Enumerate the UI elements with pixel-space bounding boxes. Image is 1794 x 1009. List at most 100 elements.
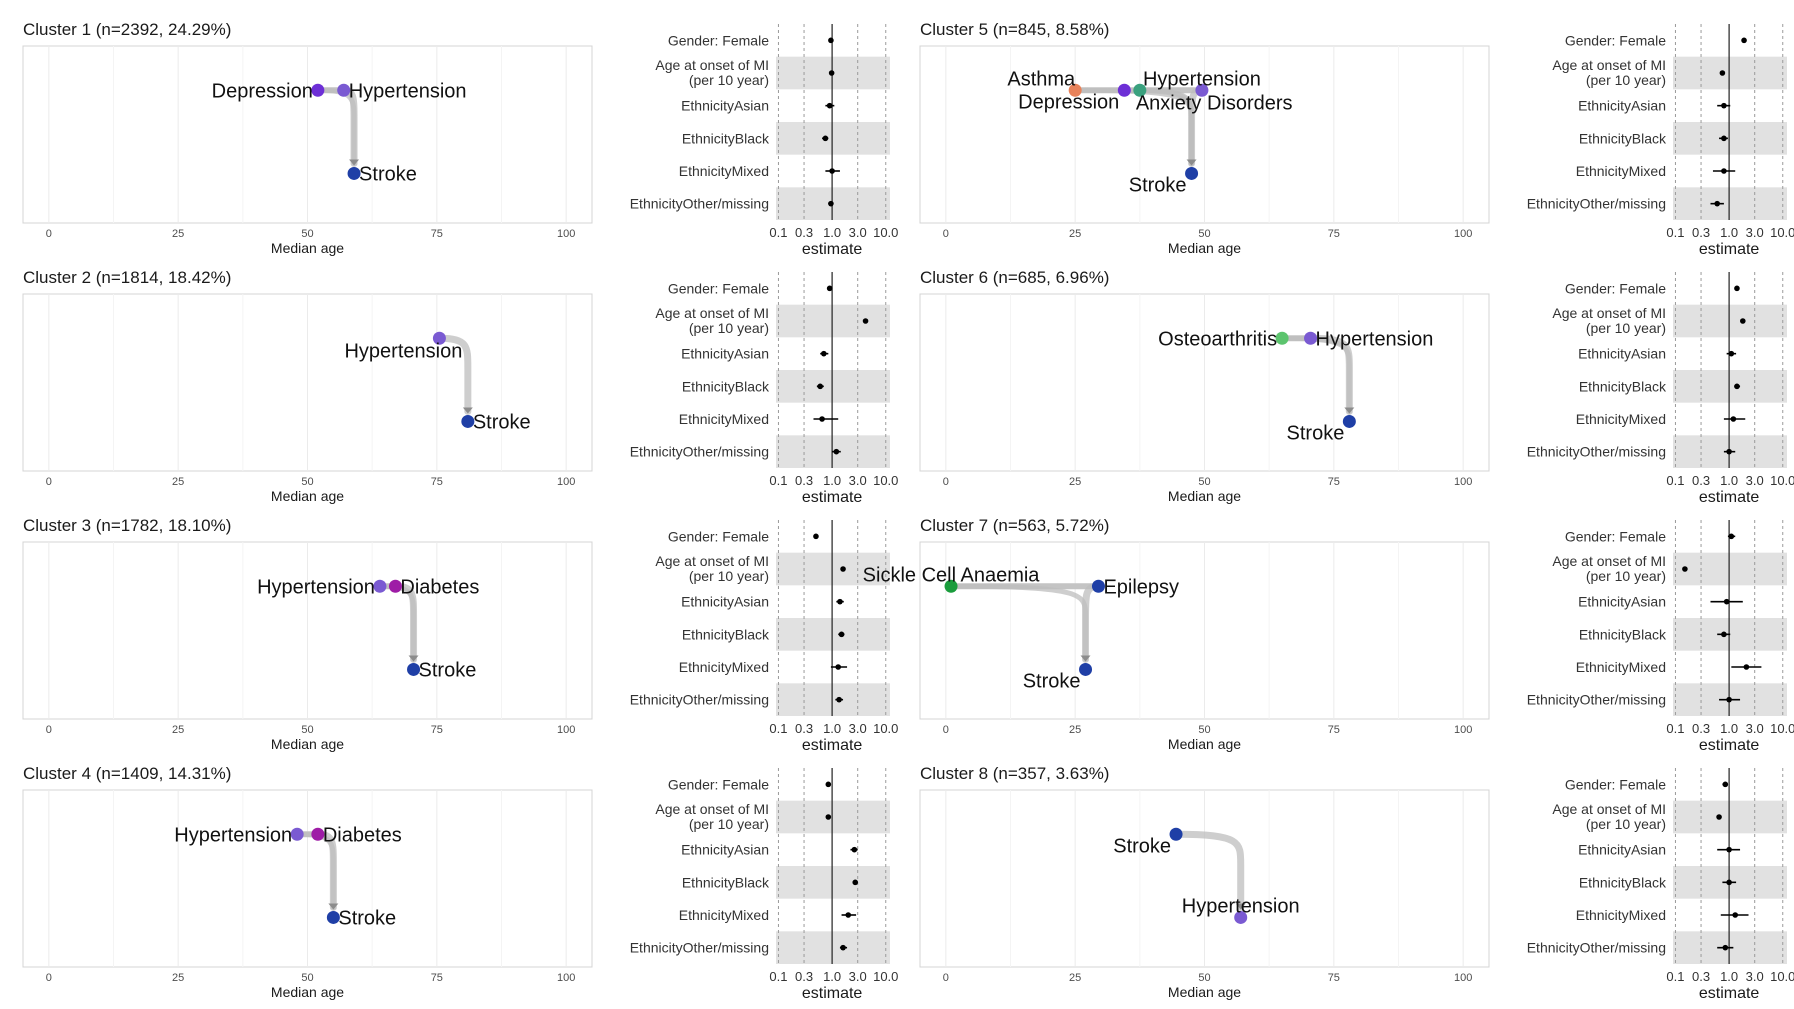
forest-estimate-point bbox=[829, 168, 835, 174]
forest-estimate-point bbox=[1734, 383, 1740, 390]
edge-arrow bbox=[1235, 903, 1246, 910]
covariate-label: EthnicityAsian bbox=[681, 98, 769, 114]
forest-estimate-point bbox=[1722, 944, 1729, 951]
covariate-label: EthnicityBlack bbox=[682, 874, 770, 890]
x-tick-label: 50 bbox=[301, 476, 313, 488]
trajectory-node bbox=[388, 579, 402, 593]
forest-tick-label: 10.0 bbox=[1770, 721, 1794, 736]
covariate-label: Age at onset of MI bbox=[655, 57, 769, 73]
cluster-panel-7: Cluster 7 (n=563, 5.72%) 0 25 50 75 100 Median… bbox=[863, 516, 1794, 754]
cluster-panel-5: Cluster 5 (n=845, 8.58%) 0 25 50 75 100 Median… bbox=[919, 20, 1794, 258]
forest-row-band bbox=[1673, 370, 1787, 403]
trajectory-node bbox=[1185, 166, 1199, 180]
covariate-label: Age at onset of MI bbox=[1552, 553, 1666, 569]
trajectory-node-label: Stroke bbox=[473, 411, 531, 433]
forest-axis-label: estimate bbox=[802, 737, 863, 754]
covariate-label: Gender: Female bbox=[668, 280, 769, 296]
x-tick-label: 75 bbox=[1328, 724, 1340, 736]
x-tick-label: 0 bbox=[943, 972, 949, 984]
x-tick-label: 25 bbox=[1069, 724, 1081, 736]
forest-estimate-point bbox=[1721, 168, 1727, 174]
cluster-panel-4: Cluster 4 (n=1409, 14.31%) 0 25 50 75 100 Medi… bbox=[22, 764, 898, 1002]
covariate-label: Gender: Female bbox=[1565, 280, 1666, 296]
forest-estimate-point bbox=[1722, 781, 1729, 788]
x-tick-label: 100 bbox=[557, 476, 575, 488]
trajectory-node-label: Stroke bbox=[338, 907, 396, 929]
trajectory-node-label: Stroke bbox=[1023, 670, 1081, 692]
forest-tick-label: 3.0 bbox=[1746, 969, 1764, 984]
forest-tick-label: 0.3 bbox=[1692, 473, 1710, 488]
x-tick-label: 75 bbox=[1328, 228, 1340, 240]
forest-row-band bbox=[776, 683, 890, 716]
trajectory-node-label: Hypertension bbox=[257, 576, 375, 598]
forest-estimate-point bbox=[835, 664, 842, 670]
cluster-title: Cluster 8 (n=357, 3.63%) bbox=[920, 764, 1109, 783]
covariate-label: EthnicityAsian bbox=[681, 842, 769, 858]
x-tick-label: 50 bbox=[301, 972, 313, 984]
x-tick-label: 100 bbox=[557, 724, 575, 736]
x-tick-label: 100 bbox=[1454, 476, 1472, 488]
covariate-label: (per 10 year) bbox=[689, 320, 769, 336]
cluster-title: Cluster 5 (n=845, 8.58%) bbox=[920, 20, 1109, 39]
forest-estimate-point bbox=[1721, 102, 1727, 109]
forest-tick-label: 10.0 bbox=[1770, 473, 1794, 488]
covariate-label: EthnicityMixed bbox=[1576, 907, 1666, 923]
forest-estimate-point bbox=[1734, 285, 1740, 292]
trajectory-node bbox=[1304, 331, 1318, 345]
forest-axis-label: estimate bbox=[1699, 737, 1760, 754]
covariate-label: EthnicityBlack bbox=[682, 130, 770, 146]
forest-axis-label: estimate bbox=[1699, 489, 1760, 506]
forest-tick-label: 0.3 bbox=[1692, 721, 1710, 736]
forest-row-band bbox=[1673, 56, 1787, 90]
trajectory-node-label: Sickle Cell Anaemia bbox=[863, 564, 1041, 586]
trajectory-node bbox=[1169, 827, 1183, 841]
forest-tick-label: 0.1 bbox=[1666, 473, 1684, 488]
forest-row-band bbox=[1673, 187, 1787, 220]
covariate-label: Age at onset of MI bbox=[655, 305, 769, 321]
x-tick-label: 0 bbox=[46, 476, 52, 488]
forest-estimate-point bbox=[1721, 631, 1727, 638]
covariate-label: (per 10 year) bbox=[1586, 72, 1666, 88]
cluster-panel-8: Cluster 8 (n=357, 3.63%) 0 25 50 75 100 Median… bbox=[919, 764, 1794, 1002]
x-tick-label: 100 bbox=[557, 228, 575, 240]
edge-arrow bbox=[462, 407, 473, 414]
cluster-title: Cluster 3 (n=1782, 18.10%) bbox=[23, 516, 231, 535]
forest-estimate-point bbox=[862, 318, 869, 324]
forest-tick-label: 0.1 bbox=[1666, 225, 1684, 240]
trajectory-node bbox=[347, 166, 361, 180]
forest-estimate-point bbox=[819, 416, 825, 422]
forest-estimate-point bbox=[840, 566, 846, 572]
x-tick-label: 0 bbox=[46, 228, 52, 240]
forest-row-band bbox=[776, 552, 890, 586]
covariate-label: (per 10 year) bbox=[1586, 320, 1666, 336]
trajectory-node-label: Epilepsy bbox=[1103, 576, 1179, 598]
covariate-label: EthnicityOther/missing bbox=[630, 444, 769, 460]
forest-estimate-point bbox=[1721, 135, 1727, 142]
cluster-panel-2: Cluster 2 (n=1814, 18.42%) 0 25 50 75 100 Medi… bbox=[22, 268, 898, 506]
forest-tick-label: 3.0 bbox=[849, 969, 867, 984]
x-tick-label: 0 bbox=[46, 972, 52, 984]
covariate-label: EthnicityOther/missing bbox=[630, 940, 769, 956]
forest-estimate-point bbox=[1739, 318, 1746, 324]
forest-estimate-point bbox=[828, 200, 834, 207]
x-tick-label: 0 bbox=[943, 724, 949, 736]
covariate-label: (per 10 year) bbox=[689, 72, 769, 88]
cluster-title: Cluster 6 (n=685, 6.96%) bbox=[920, 268, 1109, 287]
trajectory-node-label: Hypertension bbox=[1182, 895, 1300, 917]
covariate-label: Age at onset of MI bbox=[1552, 801, 1666, 817]
covariate-label: EthnicityAsian bbox=[1578, 346, 1666, 362]
forest-estimate-point bbox=[851, 846, 858, 853]
covariate-label: EthnicityMixed bbox=[1576, 163, 1666, 179]
x-tick-label: 50 bbox=[1198, 476, 1210, 488]
covariate-label: EthnicityOther/missing bbox=[630, 196, 769, 212]
trajectory-node bbox=[461, 414, 475, 428]
covariate-label: Gender: Female bbox=[668, 32, 769, 48]
forest-tick-label: 1.0 bbox=[823, 969, 841, 984]
forest-tick-label: 1.0 bbox=[1720, 721, 1738, 736]
covariate-label: Gender: Female bbox=[668, 528, 769, 544]
x-axis-label: Median age bbox=[271, 488, 344, 504]
covariate-label: EthnicityAsian bbox=[681, 594, 769, 610]
forest-estimate-point bbox=[813, 533, 819, 540]
x-tick-label: 50 bbox=[301, 724, 313, 736]
covariate-label: EthnicityOther/missing bbox=[1527, 692, 1666, 708]
